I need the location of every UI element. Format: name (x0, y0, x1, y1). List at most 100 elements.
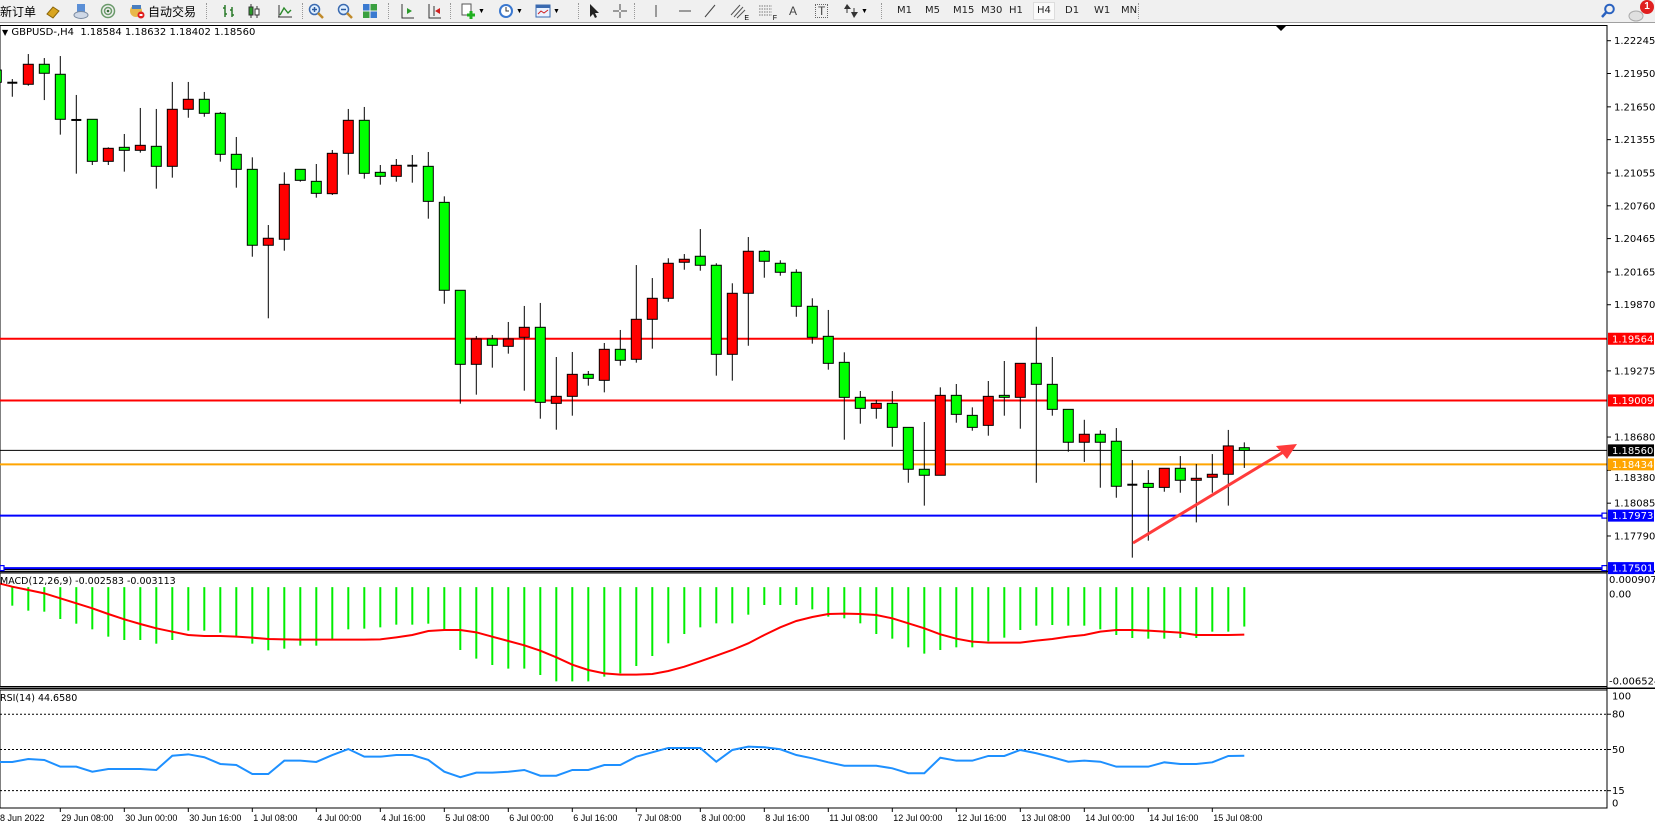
new-chart-button[interactable]: ▼ (460, 2, 485, 20)
level-price-badge (1608, 509, 1654, 522)
notifications-button[interactable] (1628, 3, 1644, 22)
chart-shift-marker[interactable] (1276, 26, 1286, 31)
candle-body (630, 318, 642, 360)
candle (118, 133, 130, 172)
candle-body (598, 348, 610, 381)
candle-body (278, 183, 290, 240)
time-tick-label: 14 Jul 00:00 (1085, 813, 1134, 823)
macd-label: MACD(12,26,9) -0.002583 -0.003113 (0, 576, 176, 587)
dropdown-arrow-icon[interactable]: ▼ (861, 7, 868, 15)
candle-body (806, 305, 818, 338)
timeframe-w1[interactable]: W1 (1094, 5, 1111, 16)
candle (1110, 428, 1122, 498)
candle-body (22, 63, 34, 85)
vertical-line-button[interactable] (648, 2, 664, 20)
candle-body (886, 402, 898, 428)
dropdown-arrow-icon[interactable]: ▼ (478, 7, 485, 15)
periods-button[interactable]: ▼ (498, 2, 523, 20)
trendline-button[interactable] (702, 2, 718, 20)
timeframe-m30[interactable]: M30 (981, 5, 1003, 16)
bar-chart-button[interactable] (221, 2, 237, 20)
price-tick-label: 1.18085 (1614, 499, 1655, 510)
cursor-button[interactable] (586, 2, 602, 20)
equidistant-channel-button[interactable]: E (730, 2, 749, 22)
main-panel (0, 25, 1608, 570)
candle (902, 426, 914, 483)
candle-body (198, 98, 210, 114)
equidistant-channel-icon: E (730, 3, 749, 22)
candle (758, 250, 770, 278)
zoom-in-icon (308, 3, 324, 19)
candle-body (374, 171, 386, 177)
candle-body (710, 264, 722, 355)
candlestick-chart-button[interactable] (246, 2, 262, 20)
candle-body (1206, 473, 1218, 478)
candle-body (326, 152, 338, 195)
dropdown-arrow-icon[interactable]: ▼ (516, 7, 523, 15)
candle (774, 260, 786, 276)
auto-scroll-button[interactable] (426, 2, 442, 20)
timeframe-d1[interactable]: D1 (1065, 5, 1080, 16)
candle-body (918, 468, 930, 476)
price-tick-label: 1.21055 (1614, 168, 1655, 179)
price-tick-label: 1.21355 (1614, 135, 1655, 146)
level-handle (1601, 512, 1608, 519)
zoom-out-button[interactable] (337, 2, 353, 20)
candle-body (934, 394, 946, 476)
timeframe-h1[interactable]: H1 (1009, 5, 1023, 16)
zoom-in-button[interactable] (308, 2, 324, 20)
templates-button[interactable]: ▼ (535, 2, 560, 20)
candle (470, 335, 482, 395)
candle (710, 263, 722, 376)
fibonacci-button[interactable]: F (758, 2, 777, 22)
candlestick-icon (246, 3, 262, 19)
gold-bars-icon (45, 3, 61, 19)
candle-body (998, 394, 1010, 398)
chart-header: ▼ GBPUSD-,H4 1.18584 1.18632 1.18402 1.1… (2, 27, 255, 38)
timeframe-m5[interactable]: M5 (925, 5, 940, 16)
text-label-icon: T (815, 4, 829, 18)
search-button[interactable] (1600, 2, 1616, 20)
auto-trading-button[interactable]: 自动交易 (129, 2, 196, 20)
price-tick-label: 1.18380 (1614, 473, 1655, 484)
price-tick-label: 1.20165 (1614, 267, 1655, 278)
timeframe-mn[interactable]: MN (1121, 5, 1138, 16)
candle (214, 111, 226, 162)
candle-body (646, 297, 658, 320)
line-chart-button[interactable] (277, 2, 293, 20)
text-label-button[interactable]: T (815, 2, 829, 20)
candle (998, 360, 1010, 416)
candle (86, 118, 98, 165)
candle (614, 329, 626, 366)
dropdown-arrow-icon[interactable]: ▼ (553, 7, 560, 15)
timeframe-h4[interactable]: H4 (1033, 2, 1055, 20)
chart-shift-button[interactable] (399, 2, 415, 20)
time-tick-label: 4 Jul 16:00 (381, 813, 425, 823)
candle (742, 237, 754, 346)
horizontal-line-button[interactable] (677, 2, 693, 20)
candle-body (1094, 433, 1106, 443)
candle (38, 58, 50, 101)
tile-windows-button[interactable] (362, 2, 378, 20)
trend-arrow[interactable] (1132, 444, 1297, 545)
candle-body (582, 373, 594, 379)
collapse-triangle-icon[interactable]: ▼ (2, 28, 9, 37)
toolbar-separator (578, 3, 579, 19)
crosshair-button[interactable] (612, 2, 628, 20)
market-watch-button[interactable] (73, 2, 89, 20)
candle-body (1014, 362, 1026, 398)
timeframe-m1[interactable]: M1 (897, 5, 912, 16)
candle-body (310, 180, 322, 194)
time-tick-label: 14 Jul 16:00 (1149, 813, 1198, 823)
timeframe-m15[interactable]: M15 (953, 5, 975, 16)
arrows-button[interactable]: ▼ (843, 2, 868, 20)
signals-button[interactable] (100, 2, 116, 20)
crosshair-icon (612, 3, 628, 19)
new-order-button[interactable]: 新订单 (0, 2, 36, 20)
candle (790, 269, 802, 317)
macd-panel (0, 572, 1608, 687)
candle-body (966, 414, 978, 428)
gold-button[interactable] (45, 2, 61, 20)
text-button[interactable]: A (789, 2, 797, 20)
